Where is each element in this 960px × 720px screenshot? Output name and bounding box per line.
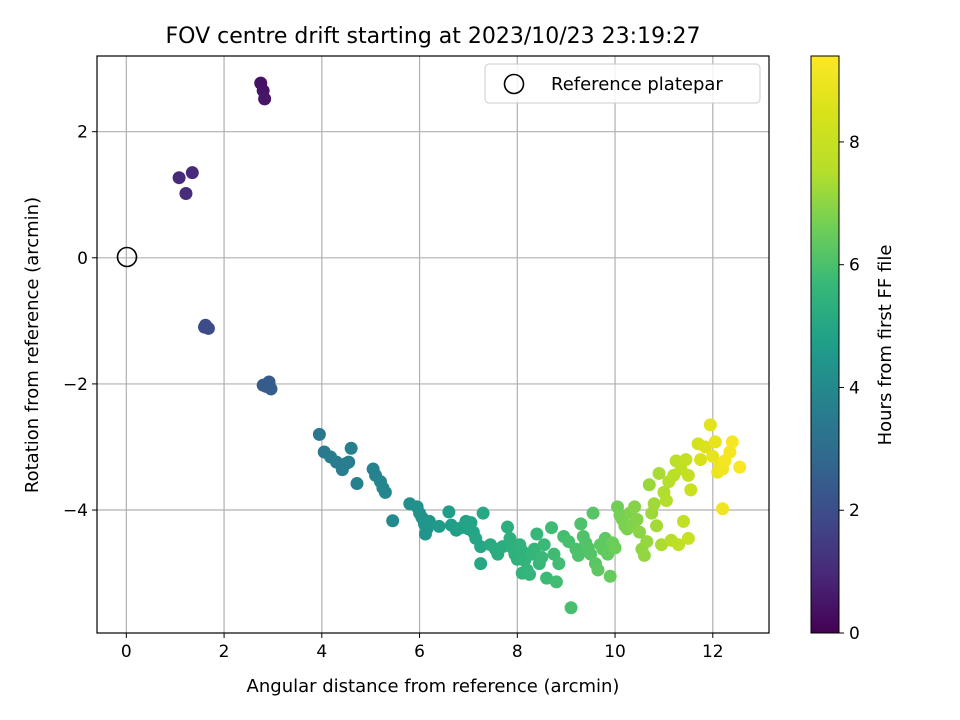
data-point <box>647 497 661 511</box>
data-point <box>501 520 515 534</box>
x-tick-label: 4 <box>316 642 327 662</box>
data-point <box>344 441 358 455</box>
y-axis-label: Rotation from reference (arcmin) <box>22 197 43 493</box>
reference-platepar-marker <box>116 246 138 268</box>
data-point <box>725 435 739 449</box>
data-point <box>652 466 666 480</box>
data-point <box>342 455 356 469</box>
x-tick-label: 0 <box>121 642 132 662</box>
data-point <box>172 171 186 185</box>
data-point <box>258 92 272 106</box>
data-point <box>642 478 656 492</box>
data-point <box>552 557 566 571</box>
data-point <box>185 166 199 180</box>
data-point <box>523 567 537 581</box>
data-point <box>628 500 642 514</box>
data-point <box>637 548 651 562</box>
colorbar-ticks: 0 2 4 6 8 <box>839 133 860 644</box>
data-point <box>312 427 326 441</box>
data-point <box>259 379 273 393</box>
colorbar-tick-label: 0 <box>849 624 860 644</box>
data-point <box>640 535 654 549</box>
data-point <box>672 538 686 552</box>
data-point <box>694 453 708 467</box>
y-tick-label: −4 <box>63 501 88 521</box>
data-point <box>545 521 559 535</box>
data-point <box>698 440 712 454</box>
data-point <box>603 569 617 583</box>
data-point <box>681 531 695 545</box>
data-point <box>632 525 646 539</box>
data-point <box>703 418 717 432</box>
data-point <box>654 538 668 552</box>
data-point <box>474 557 488 571</box>
legend-box <box>484 63 761 104</box>
data-point <box>198 320 212 334</box>
x-tick-label: 10 <box>604 642 626 662</box>
data-point <box>659 494 673 508</box>
data-point <box>733 460 747 474</box>
data-point <box>723 445 737 459</box>
x-axis-label: Angular distance from reference (arcmin) <box>247 676 620 697</box>
data-point <box>574 517 588 531</box>
data-point <box>418 527 432 541</box>
data-point <box>549 575 563 589</box>
x-tick-label: 12 <box>702 642 724 662</box>
data-point <box>530 527 544 541</box>
y-tick-label: −2 <box>63 375 88 395</box>
data-point <box>650 519 664 533</box>
y-axis-ticks: −4 −2 0 2 <box>63 123 97 521</box>
x-tick-label: 8 <box>512 642 523 662</box>
data-point <box>679 453 693 467</box>
data-point <box>386 514 400 528</box>
y-tick-label: 2 <box>77 123 88 143</box>
data-point <box>350 477 364 491</box>
colorbar-tick-label: 4 <box>849 378 860 398</box>
data-point <box>630 512 644 526</box>
grid-lines <box>97 56 769 633</box>
data-point <box>442 505 456 519</box>
data-point <box>591 563 605 577</box>
x-axis-ticks: 0 2 4 6 8 10 12 <box>121 633 724 662</box>
colorbar-label: Hours from first FF file <box>875 245 896 446</box>
x-tick-label: 2 <box>219 642 230 662</box>
colorbar-tick-label: 2 <box>849 501 860 521</box>
data-point <box>535 550 549 564</box>
colorbar-tick-label: 8 <box>849 133 860 153</box>
legend: Reference platepar <box>484 63 761 104</box>
colorbar <box>810 55 840 634</box>
data-point <box>708 435 722 449</box>
data-point <box>564 601 578 615</box>
data-point <box>608 541 622 555</box>
legend-label: Reference platepar <box>551 74 723 95</box>
data-point <box>571 548 585 562</box>
data-point <box>540 571 554 585</box>
y-tick-label: 0 <box>77 249 88 269</box>
data-point <box>476 506 490 520</box>
chart-title: FOV centre drift starting at 2023/10/23 … <box>166 24 701 49</box>
data-points <box>172 76 747 615</box>
colorbar-tick-label: 6 <box>849 256 860 276</box>
data-point <box>432 519 446 533</box>
x-tick-label: 6 <box>414 642 425 662</box>
data-point <box>537 538 551 552</box>
data-point <box>586 506 600 520</box>
data-point <box>474 540 488 554</box>
data-point <box>378 485 392 499</box>
plot-frame <box>96 55 770 634</box>
legend-marker <box>503 73 525 95</box>
data-point <box>422 514 436 528</box>
data-point <box>676 514 690 528</box>
data-point <box>681 468 695 482</box>
data-point <box>684 483 698 497</box>
data-point <box>716 502 730 516</box>
data-point <box>179 186 193 200</box>
